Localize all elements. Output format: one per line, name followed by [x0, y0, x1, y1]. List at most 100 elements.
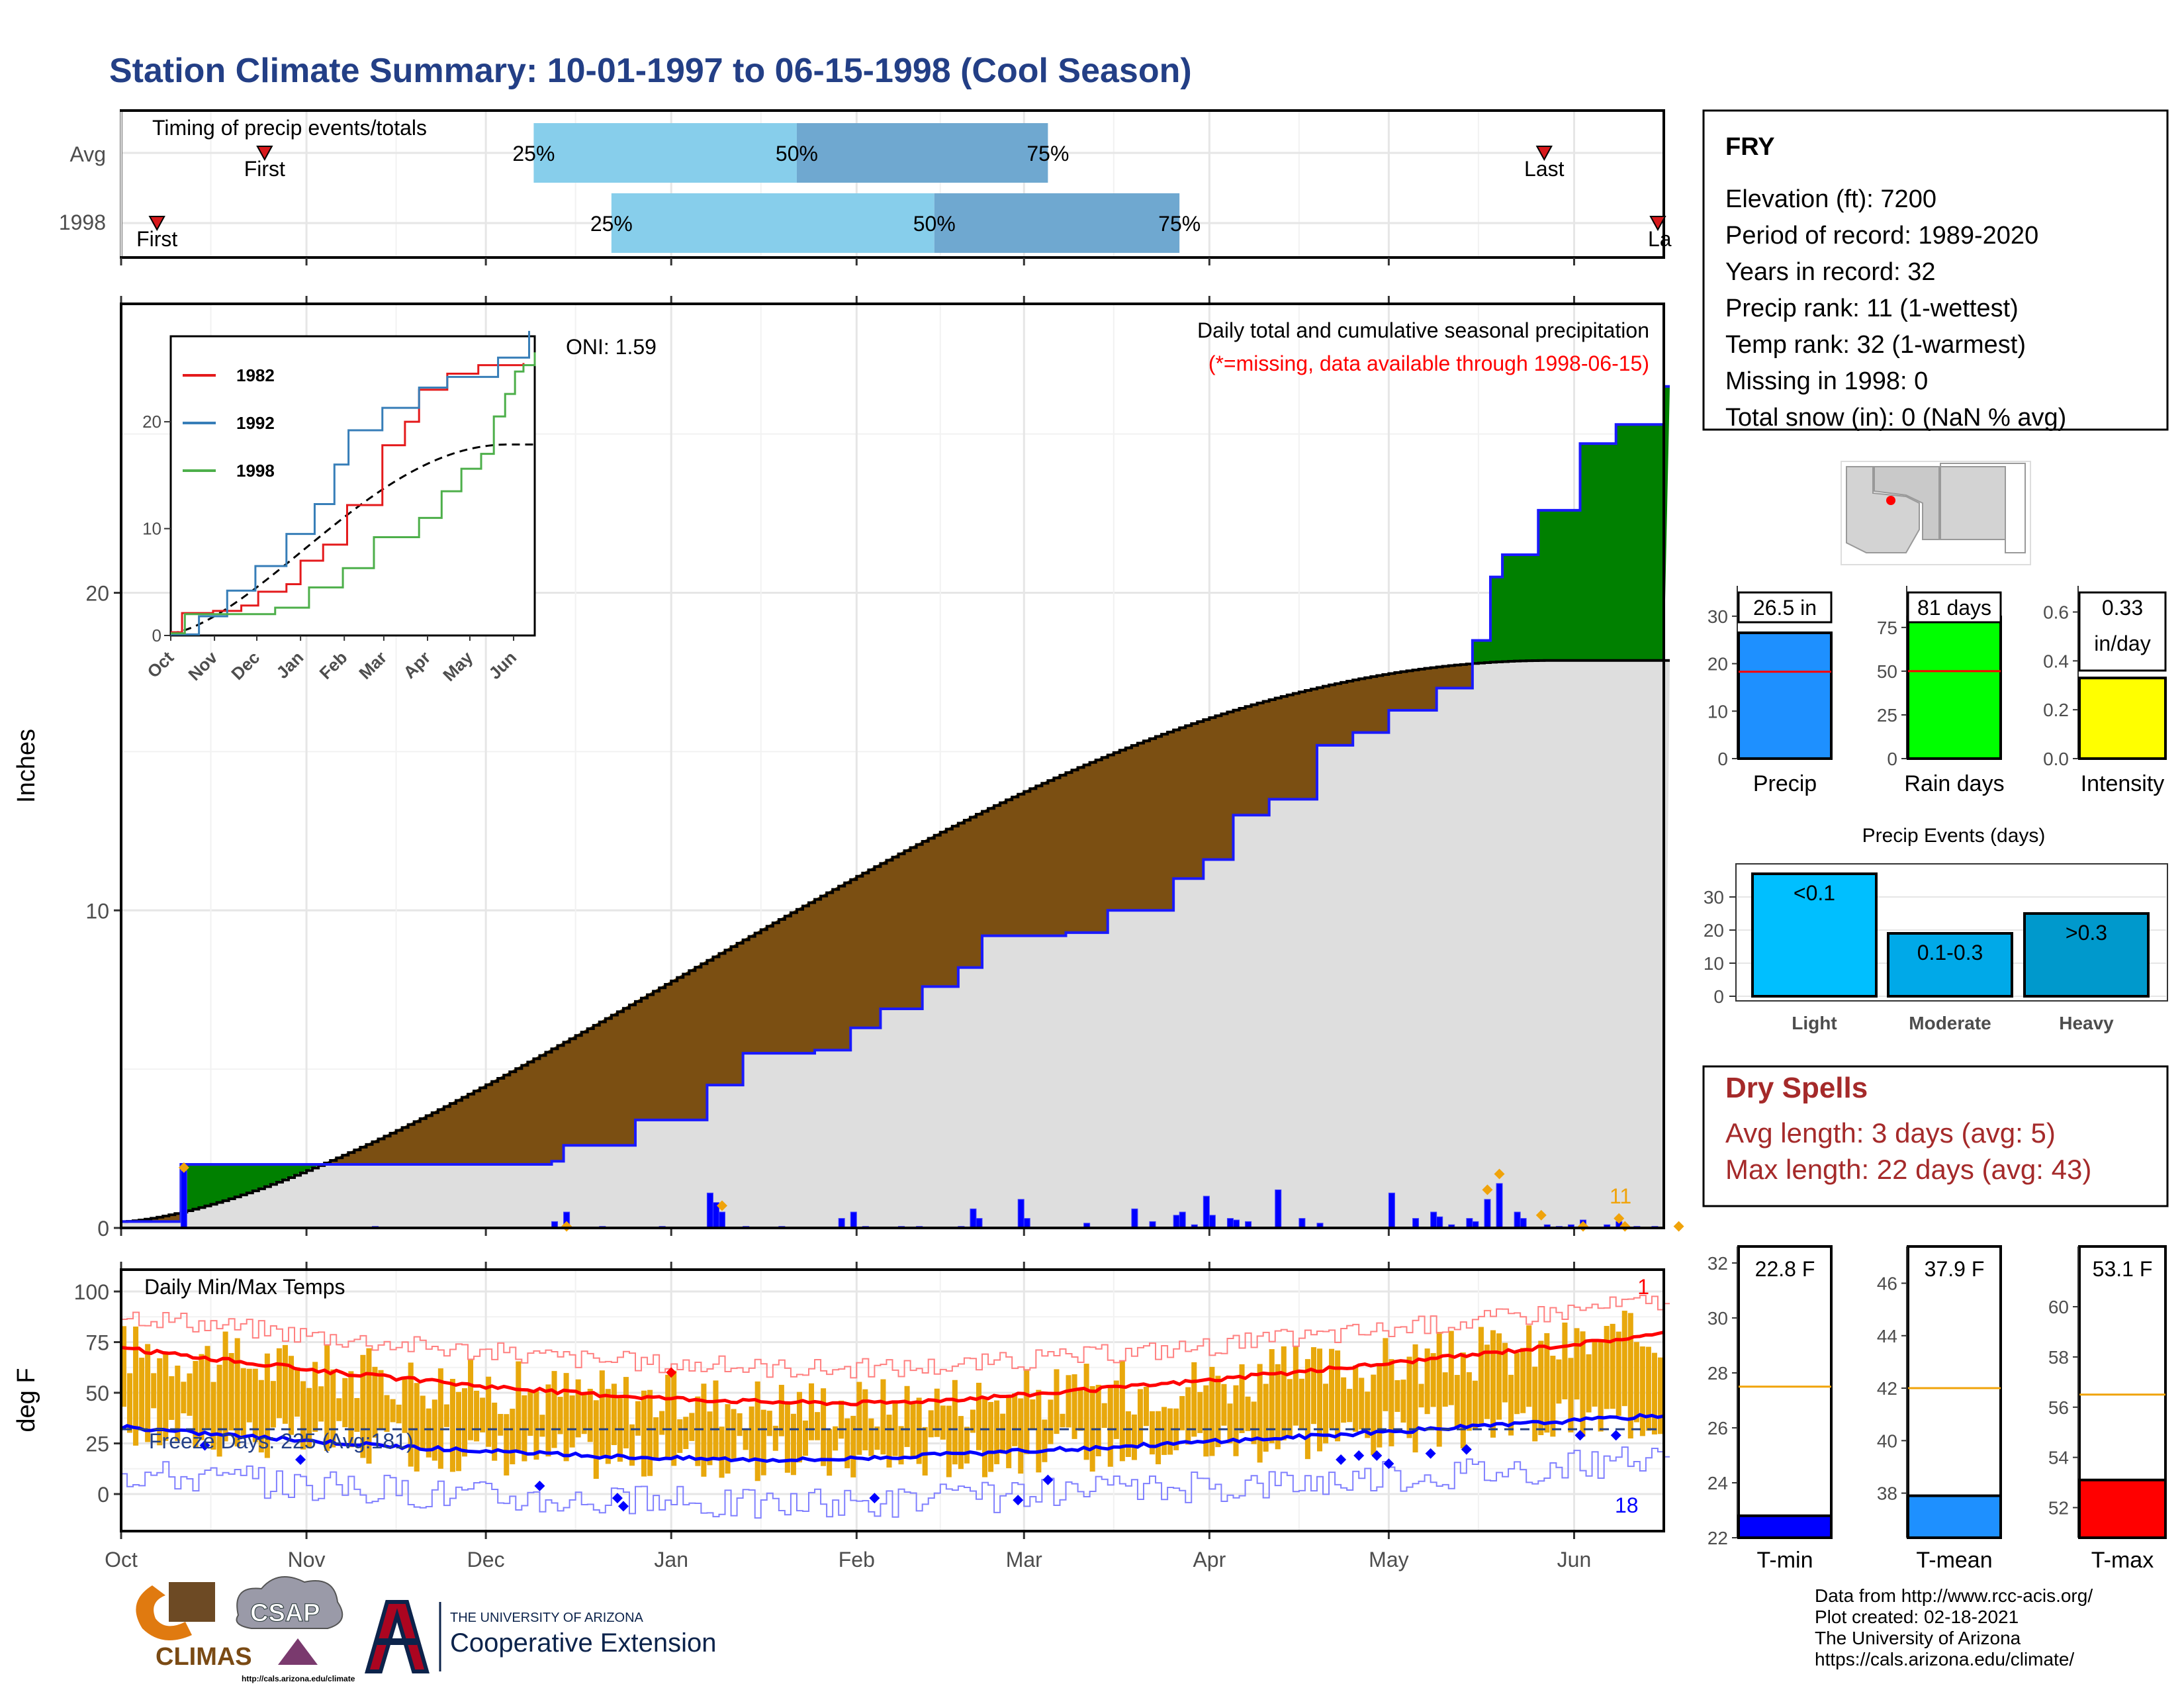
daily-temp-bar	[330, 1369, 336, 1448]
daily-temp-bar	[480, 1397, 486, 1432]
temp-y-tick-label: 0	[97, 1483, 109, 1507]
event-bar-name: Heavy	[2059, 1013, 2114, 1033]
daily-temp-bar	[976, 1382, 982, 1450]
inset-legend-label: 1998	[236, 461, 275, 481]
daily-temp-bar	[1424, 1348, 1430, 1415]
precip-count-label: 11	[1610, 1184, 1631, 1208]
csap-logo-text: CSAP	[250, 1599, 320, 1627]
daily-temp-bar	[443, 1404, 449, 1427]
daily-temp-bar	[934, 1388, 940, 1437]
record-low-marker	[1013, 1495, 1024, 1506]
daily-temp-bar	[677, 1419, 683, 1453]
daily-temp-bar	[1137, 1389, 1143, 1446]
daily-temp-bar	[916, 1397, 922, 1464]
daily-temp-bar	[827, 1429, 833, 1476]
daily-temp-bar	[1239, 1364, 1245, 1433]
temp-summary-tick-label: 30	[1707, 1308, 1728, 1329]
map-state-west	[1846, 466, 1920, 553]
precip-y-tick-label: 10	[85, 899, 109, 923]
temp-summary-tick-label: 38	[1877, 1483, 1897, 1504]
inset-legend-label: 1992	[236, 413, 275, 433]
daily-temp-bar	[809, 1383, 815, 1440]
temp-summary-frame	[1737, 1245, 1833, 1539]
bar-panel-tick-label: 0	[1717, 749, 1728, 769]
daily-precip-bar	[1436, 1216, 1443, 1229]
daily-temp-bar	[1077, 1389, 1083, 1431]
daily-temp-bar	[1048, 1399, 1054, 1444]
record-high-line	[121, 1294, 1670, 1379]
inset-frame	[169, 335, 536, 637]
last-marker	[1535, 146, 1553, 162]
daily-temp-bar	[1030, 1399, 1036, 1429]
record-low-marker	[869, 1493, 880, 1504]
event-bar-name: Light	[1792, 1013, 1837, 1033]
temp-y-tick-label: 50	[85, 1382, 109, 1405]
daily-temp-bar	[264, 1353, 270, 1458]
temp-summary-tick-label: 56	[2048, 1397, 2069, 1418]
daily-precip-bar	[1388, 1192, 1395, 1229]
daily-precip-bar	[1023, 1218, 1030, 1229]
daily-temp-bar	[1460, 1352, 1466, 1449]
ua-logo: THE UNIVERSITY OF ARIZONA Cooperative Ex…	[365, 1600, 716, 1673]
record-low-marker	[612, 1493, 623, 1504]
bar-panel-tick-label: 0.2	[2043, 700, 2069, 720]
temp-y-axis-label: deg F	[13, 1368, 40, 1432]
daily-temp-bar	[880, 1379, 886, 1455]
ua-line-2: Cooperative Extension	[450, 1628, 716, 1658]
timing-label-q50: 50%	[913, 212, 956, 236]
daily-temp-bar	[958, 1416, 964, 1470]
daily-temp-bar	[455, 1391, 461, 1472]
daily-temp-bar	[1185, 1387, 1191, 1445]
daily-temp-bar	[1544, 1333, 1550, 1433]
timing-row-label-avg: Avg	[69, 142, 106, 166]
daily-temp-bar	[504, 1414, 510, 1476]
daily-temp-bar	[252, 1368, 258, 1442]
month-tick-label: Nov	[288, 1548, 326, 1571]
record-low-marker	[1461, 1444, 1472, 1455]
last-label-clipped: La	[1648, 227, 1672, 251]
daily-temp-bar	[1657, 1357, 1663, 1434]
daily-temp-bar	[796, 1391, 802, 1463]
daily-temp-bar	[772, 1425, 778, 1451]
timing-panel: 25% 50% 75% First Last 25% 50% 75% First La Timin…	[59, 109, 1672, 259]
daily-temp-bar	[1580, 1331, 1586, 1437]
daily-temp-bar	[474, 1390, 480, 1442]
daily-temp-bar	[994, 1400, 1000, 1464]
daily-temp-bar	[839, 1400, 844, 1439]
daily-temp-bar	[707, 1411, 713, 1466]
daily-temp-bar	[414, 1383, 420, 1472]
daily-temp-bar	[749, 1406, 754, 1460]
daily-temp-bar	[342, 1378, 348, 1428]
average-cumulative-line	[121, 659, 1670, 1223]
temp-summary-bar-t-min	[1737, 1514, 1833, 1540]
daily-temp-bar	[378, 1370, 384, 1430]
daily-temp-bar	[659, 1411, 665, 1435]
daily-temp-bar	[1586, 1354, 1592, 1413]
daily-temp-bar	[210, 1382, 216, 1450]
daily-temp-bar	[193, 1360, 199, 1448]
daily-temp-bar	[246, 1368, 252, 1423]
month-tick-label: Jan	[654, 1548, 688, 1571]
daily-temp-bar	[701, 1383, 707, 1477]
daily-temp-bar	[1466, 1372, 1472, 1431]
daily-temp-bar	[754, 1381, 760, 1481]
daily-temp-bar	[611, 1383, 617, 1446]
daily-temp-bar	[898, 1426, 904, 1465]
freeze-days-label: Freeze Days: 225 (Avg:181)	[149, 1429, 414, 1453]
temp-bottom-count: 18	[1615, 1493, 1639, 1517]
daily-temp-bar	[671, 1370, 677, 1466]
record-low-marker	[199, 1440, 210, 1451]
precip-y-axis-label: Inches	[13, 729, 40, 803]
daily-temp-bar	[1012, 1393, 1018, 1446]
daily-temp-bar	[1639, 1346, 1645, 1436]
timing-bar-q25-q50	[611, 193, 934, 253]
daily-precip-bar	[1298, 1218, 1306, 1229]
summary-bar-precip	[1737, 631, 1833, 761]
daily-temp-bar	[563, 1373, 569, 1462]
daily-temp-bar	[1394, 1380, 1400, 1412]
temp-summary-tick-label: 44	[1877, 1326, 1897, 1346]
precip-deficit-area	[324, 663, 1473, 1165]
daily-temp-bar	[228, 1352, 234, 1430]
daily-temp-bar	[1621, 1311, 1627, 1407]
daily-precip-bar	[718, 1211, 726, 1229]
